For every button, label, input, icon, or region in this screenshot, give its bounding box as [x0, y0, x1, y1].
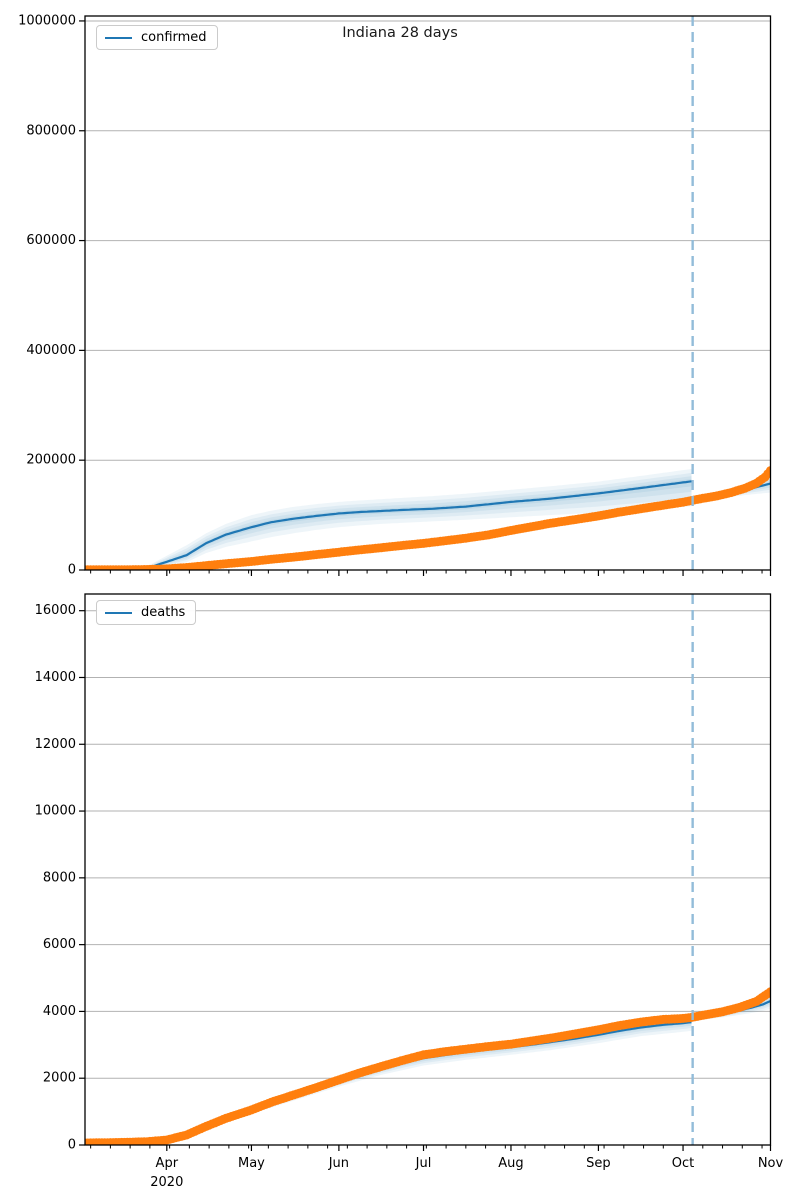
legend-label-deaths: deaths	[141, 605, 186, 620]
svg-text:4000: 4000	[43, 1004, 76, 1019]
legend-line-icon	[105, 611, 132, 614]
svg-text:Aug: Aug	[498, 1156, 523, 1171]
confirmed-actual-dots	[85, 466, 771, 570]
deaths-x-axis: Apr 2020 May Jun Jul Aug Sep Oct Nov	[90, 1145, 784, 1190]
svg-text:10000: 10000	[35, 804, 76, 819]
svg-text:0: 0	[68, 563, 76, 578]
svg-text:2000: 2000	[43, 1071, 76, 1086]
svg-text:May: May	[238, 1156, 265, 1171]
svg-text:6000: 6000	[43, 937, 76, 952]
svg-text:200000: 200000	[26, 453, 76, 468]
confirmed-x-axis	[90, 570, 772, 576]
confirmed-y-axis: 0 200000 400000 600000 800000 1000000	[18, 13, 85, 578]
deaths-actual-dots	[85, 987, 771, 1145]
svg-text:600000: 600000	[26, 233, 76, 248]
svg-text:Apr: Apr	[156, 1156, 179, 1171]
svg-text:800000: 800000	[26, 123, 76, 138]
legend-line-icon	[105, 36, 132, 39]
plot-confirmed: 0 200000 400000 600000 800000 1000000	[18, 13, 772, 578]
svg-text:2020: 2020	[150, 1175, 183, 1190]
svg-text:400000: 400000	[26, 343, 76, 358]
svg-text:Jun: Jun	[328, 1156, 349, 1171]
svg-text:14000: 14000	[35, 670, 76, 685]
svg-text:Sep: Sep	[586, 1156, 611, 1171]
plot-deaths: 0 2000 4000 6000 8000 10000 12000 14000 16000 Apr…	[35, 593, 784, 1190]
svg-text:Oct: Oct	[672, 1156, 694, 1171]
legend-label-confirmed: confirmed	[141, 30, 207, 45]
svg-text:0: 0	[68, 1138, 76, 1153]
svg-text:Jul: Jul	[415, 1156, 432, 1171]
figure-title: Indiana 28 days	[342, 25, 458, 41]
deaths-data-layer	[85, 987, 771, 1145]
svg-text:12000: 12000	[35, 737, 76, 752]
svg-text:8000: 8000	[43, 870, 76, 885]
svg-text:16000: 16000	[35, 603, 76, 618]
legend-deaths: deaths	[96, 600, 197, 625]
svg-text:Nov: Nov	[758, 1156, 784, 1171]
svg-text:1000000: 1000000	[18, 13, 76, 28]
legend-confirmed: confirmed	[96, 25, 218, 50]
confirmed-data-layer	[85, 466, 771, 570]
deaths-y-axis: 0 2000 4000 6000 8000 10000 12000 14000 16000	[35, 603, 85, 1153]
